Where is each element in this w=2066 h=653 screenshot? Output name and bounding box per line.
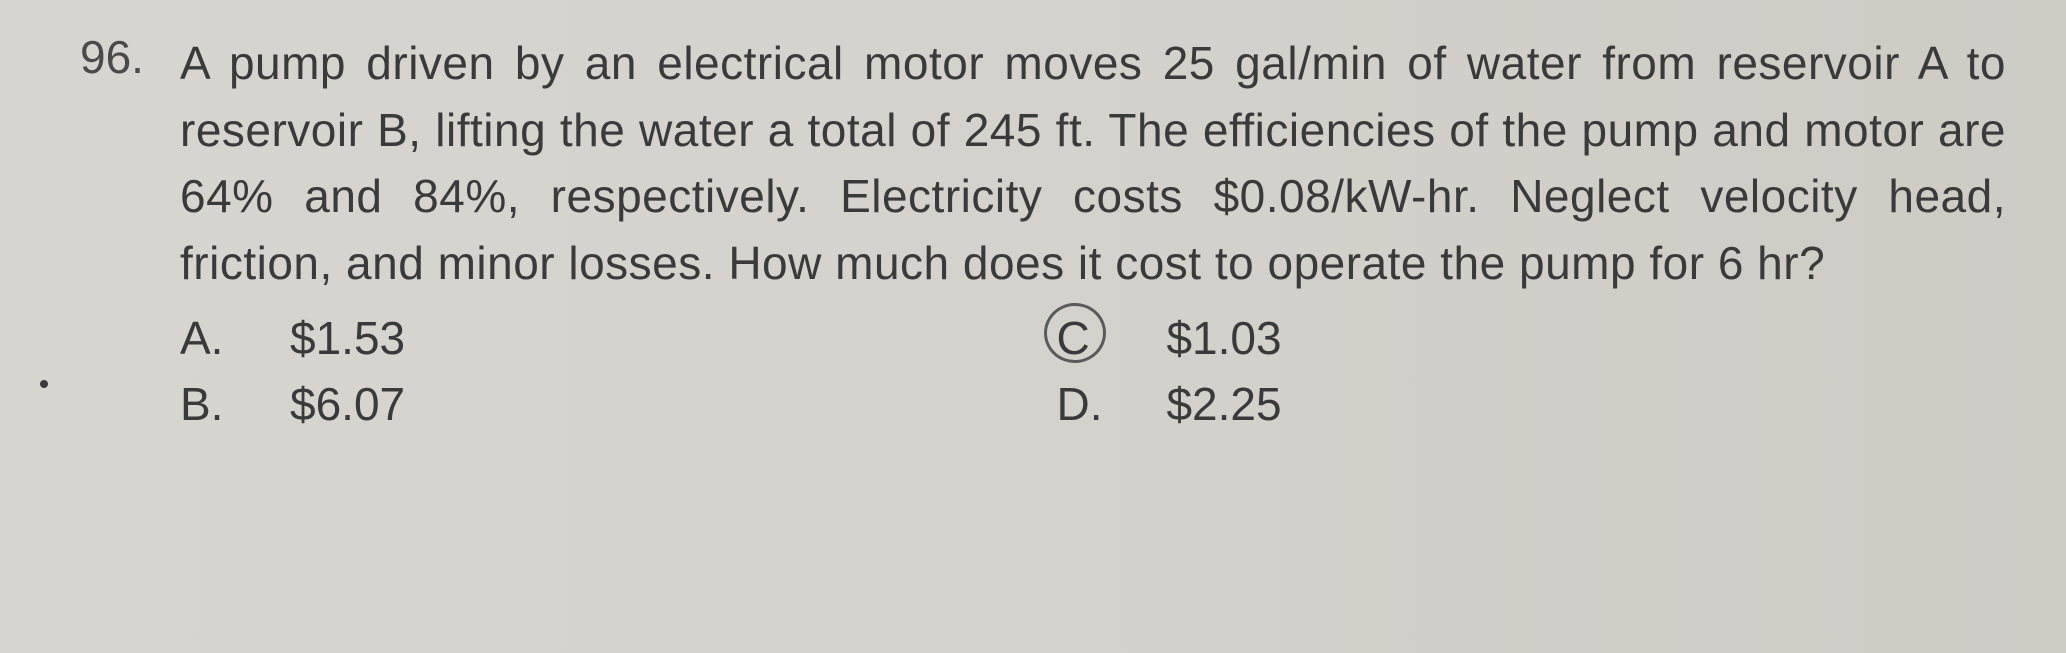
stray-dot-mark bbox=[40, 380, 48, 388]
question-container: 96. A pump driven by an electrical motor… bbox=[80, 30, 2006, 438]
option-b: B. $6.07 bbox=[180, 371, 1056, 438]
option-c-value: $1.03 bbox=[1126, 305, 1281, 372]
option-b-value: $6.07 bbox=[250, 371, 405, 438]
options-left-column: A. $1.53 B. $6.07 bbox=[180, 305, 1056, 438]
option-a: A. $1.53 bbox=[180, 305, 1056, 372]
option-c: C $1.03 bbox=[1056, 305, 2006, 372]
options-right-column: C $1.03 D. $2.25 bbox=[1056, 305, 2006, 438]
option-a-label: A. bbox=[180, 305, 250, 372]
question-text: A pump driven by an electrical motor mov… bbox=[180, 30, 2006, 297]
option-d-label: D. bbox=[1056, 371, 1126, 438]
option-a-value: $1.53 bbox=[250, 305, 405, 372]
option-d-value: $2.25 bbox=[1126, 371, 1281, 438]
option-c-label: C bbox=[1056, 305, 1126, 372]
question-number: 96. bbox=[80, 30, 150, 84]
question-body: A pump driven by an electrical motor mov… bbox=[180, 30, 2006, 438]
option-d: D. $2.25 bbox=[1056, 371, 2006, 438]
option-b-label: B. bbox=[180, 371, 250, 438]
options-row: A. $1.53 B. $6.07 C $1.03 D. $2.25 bbox=[180, 305, 2006, 438]
